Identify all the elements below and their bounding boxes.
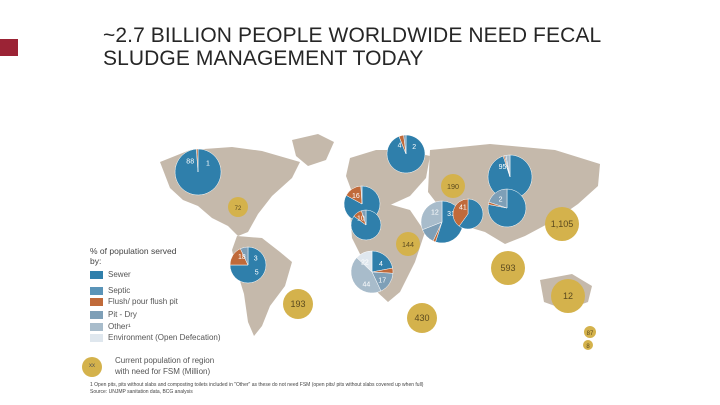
need-key-symbol: xx <box>89 363 95 369</box>
continent-greenland <box>292 134 334 166</box>
need-circle <box>583 340 593 350</box>
pie-slice <box>386 134 426 174</box>
legend-label: Pit - Dry <box>108 310 137 319</box>
pie-data-label: 88 <box>186 159 194 166</box>
pie-data-label: 3 <box>254 256 258 263</box>
accent-bar <box>0 39 18 56</box>
footnote-definition: 1 Open pits, pits without slabs and comp… <box>90 382 424 388</box>
pie-data-label: 4 <box>398 143 402 150</box>
pie-slice <box>360 185 363 205</box>
pie-data-label: 1 <box>206 160 210 167</box>
need-value-label: 1,105 <box>551 219 574 229</box>
need-value-label: 430 <box>414 313 429 323</box>
pie-data-label: 12 <box>431 210 439 217</box>
pie-slice <box>356 250 373 273</box>
need-circle <box>584 326 596 338</box>
need-value-label: 593 <box>500 263 515 273</box>
legend-label: Sewer <box>108 270 131 279</box>
need-circle <box>228 197 248 217</box>
pie-data-label: 44 <box>363 281 371 288</box>
pie-data-label: 5 <box>255 269 259 276</box>
pie-slice <box>196 148 199 173</box>
legend-title: % of population served by: <box>90 246 177 266</box>
continents <box>160 134 600 336</box>
pie-slice <box>487 188 527 228</box>
pie-slice <box>403 134 407 155</box>
pie-slice <box>361 209 367 226</box>
pie-data-label: 95 <box>499 164 507 171</box>
legend-swatch <box>90 271 103 279</box>
footnote: 1 Open pits, pits without slabs and comp… <box>90 382 610 396</box>
pie-data-label: 4 <box>379 261 383 268</box>
pie-data-label: 22 <box>361 260 369 267</box>
need-key-circle <box>82 357 102 377</box>
need-value-label: 190 <box>447 182 459 191</box>
pie-data-label: 2 <box>499 197 503 204</box>
pie-data-label: 17 <box>378 277 386 284</box>
footnote-source: Source: UNJMP sanitation data, BCG analy… <box>90 389 193 395</box>
need-circle <box>396 232 420 256</box>
pie-data-label: 18 <box>238 254 246 261</box>
need-circle <box>545 207 579 241</box>
legend-swatch <box>90 287 103 295</box>
pie-data-label: 41 <box>459 205 467 212</box>
need-value-label: 8 <box>586 344 590 350</box>
need-value-label: 87 <box>587 331 594 337</box>
pie-slice <box>350 257 382 294</box>
need-value-label: 12 <box>563 291 573 301</box>
need-value-label: 193 <box>290 299 305 309</box>
pie-slice <box>240 246 249 266</box>
need-circle <box>407 303 437 333</box>
need-circle <box>441 174 465 198</box>
pie-slice <box>452 198 469 227</box>
pie-slice <box>458 198 484 230</box>
pie-slice <box>420 200 443 231</box>
need-circle <box>551 279 585 313</box>
legend-label: Environment (Open Defecation) <box>108 333 221 342</box>
pie-data-label: 2 <box>412 144 416 151</box>
need-circle <box>491 251 525 285</box>
need-circle-layer: 190 72 144 1,105 193 430 593 12 87 8 <box>228 174 596 350</box>
legend-swatch <box>90 334 103 342</box>
legend-swatch <box>90 298 103 306</box>
pie-data-label: 10 <box>357 216 365 223</box>
pie-data-label: 16 <box>352 193 360 200</box>
need-circle <box>283 289 313 319</box>
pie-slice <box>488 188 508 209</box>
need-value-label: 144 <box>402 240 414 249</box>
pie-layer: 88 1 4 2 95 16 10 12 31 41 2 18 3 5 22 4 17 44 <box>174 134 533 294</box>
pie-slice <box>505 154 511 178</box>
pie-data-label: 31 <box>447 211 455 218</box>
legend-label: Flush/ pour flush pit <box>108 297 178 306</box>
need-value-label: 72 <box>235 206 242 212</box>
legend-swatch <box>90 311 103 319</box>
slide-title: ~2.7 BILLION PEOPLE WORLDWIDE NEED FECAL… <box>103 24 601 70</box>
legend-label: Other¹ <box>108 322 131 331</box>
legend-swatch <box>90 323 103 331</box>
legend-label: Septic <box>108 286 131 295</box>
need-key-label: Current population of region with need f… <box>115 356 215 376</box>
